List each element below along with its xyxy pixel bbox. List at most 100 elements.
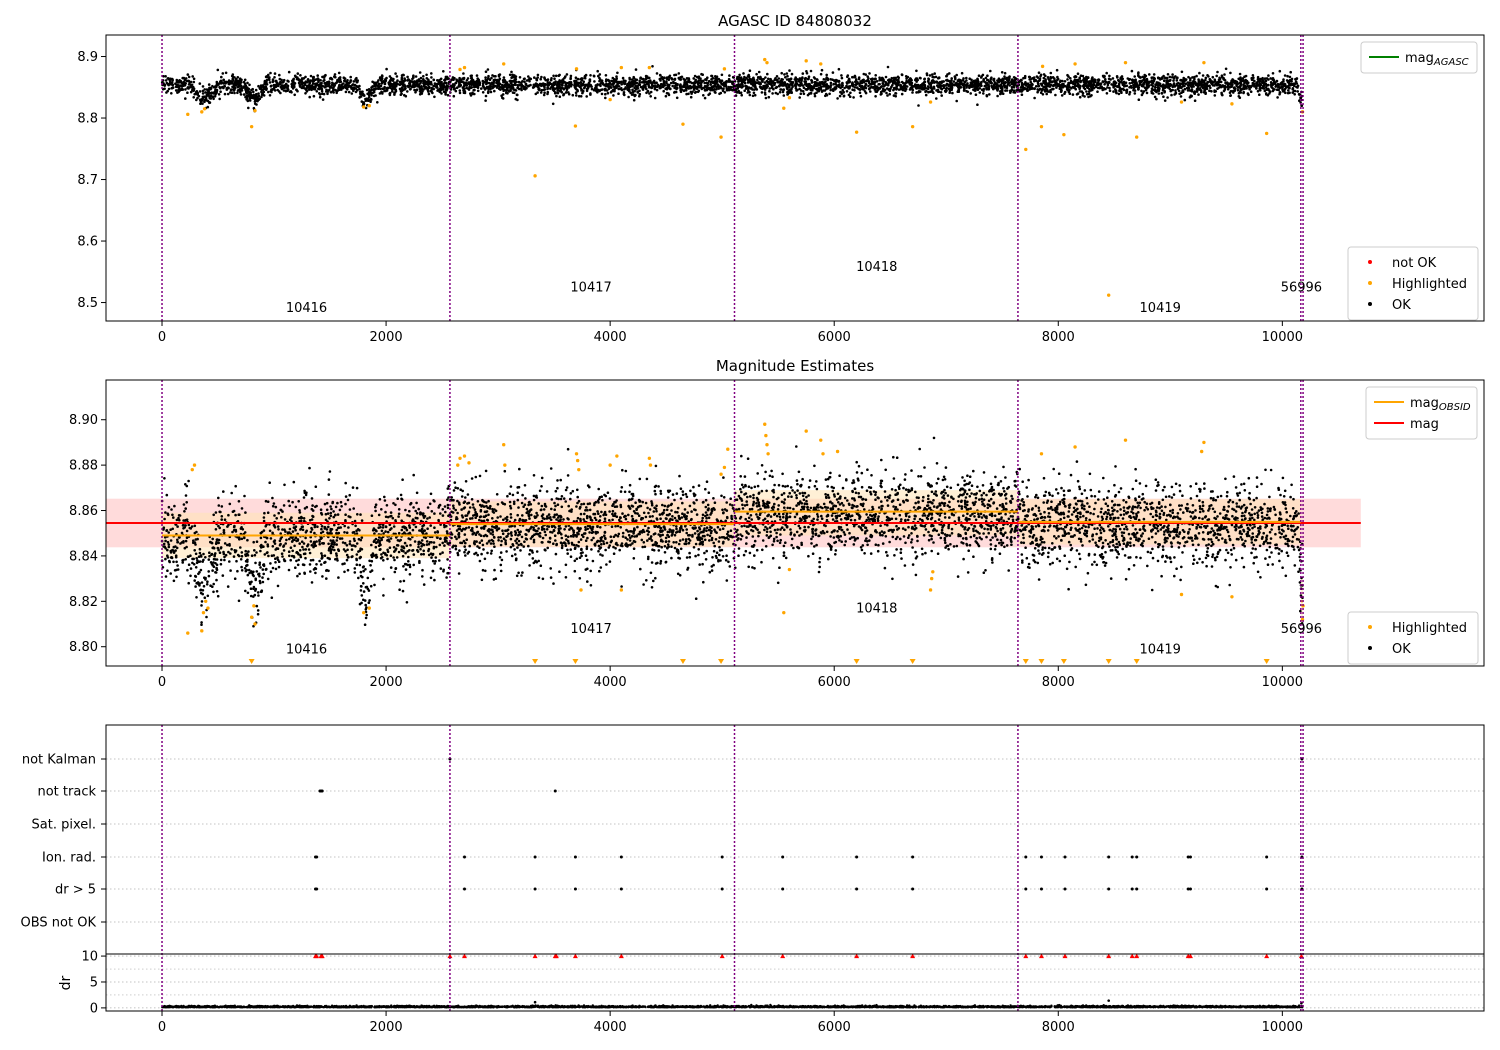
- agasc-ok-point: [319, 79, 322, 82]
- agasc-ok-point: [394, 89, 398, 93]
- agasc-ok-point: [1051, 80, 1055, 83]
- agasc-ok-point: [577, 81, 580, 85]
- agasc-ok-point: [361, 90, 364, 93]
- agasc-ok-point: [1052, 87, 1055, 91]
- estimates-ok-point: [844, 540, 847, 543]
- agasc-ok-point: [604, 92, 607, 96]
- estimates-ok-point: [496, 503, 500, 506]
- agasc-ok-point: [573, 84, 576, 87]
- agasc-ok-point: [915, 69, 918, 73]
- agasc-ok-point: [841, 84, 844, 87]
- agasc-ok-point: [1029, 80, 1032, 84]
- agasc-ok-point: [362, 101, 366, 104]
- agasc-ok-point: [492, 75, 496, 78]
- agasc-ok-point: [247, 106, 250, 110]
- agasc-ok-point: [1058, 83, 1062, 87]
- agasc-ok-point: [658, 73, 662, 77]
- agasc-highlighted-point: [1024, 147, 1028, 152]
- agasc-ok-point: [1001, 77, 1005, 81]
- agasc-ok-point: [1005, 85, 1009, 88]
- agasc-ok-point: [874, 95, 877, 98]
- agasc-ok-point: [795, 77, 799, 81]
- agasc-ok-point: [509, 82, 513, 85]
- agasc-ok-point: [739, 83, 743, 86]
- agasc-ok-point: [513, 91, 516, 95]
- agasc-ok-point: [1047, 84, 1050, 88]
- agasc-obsid-label: 10417: [570, 280, 611, 295]
- agasc-ok-point: [621, 76, 625, 80]
- agasc-ok-point: [652, 79, 656, 83]
- agasc-highlighted-point: [1062, 132, 1066, 137]
- agasc-ok-point: [571, 93, 575, 97]
- agasc-ok-point: [219, 80, 222, 83]
- agasc-ok-point: [705, 88, 709, 92]
- agasc-ok-point: [1256, 75, 1260, 79]
- agasc-ok-point: [1150, 90, 1153, 93]
- agasc-ok-point: [444, 91, 447, 94]
- agasc-ok-point: [356, 80, 359, 84]
- agasc-ok-point: [805, 88, 809, 91]
- agasc-ok-point: [869, 90, 872, 93]
- agasc-ok-point: [553, 91, 557, 95]
- agasc-ok-point: [683, 89, 686, 92]
- agasc-ok-point: [927, 77, 930, 80]
- agasc-ok-point: [1081, 94, 1085, 97]
- agasc-ok-point: [599, 84, 602, 88]
- agasc-ok-point: [782, 88, 785, 91]
- agasc-ok-point: [473, 88, 476, 92]
- agasc-ok-point: [306, 78, 310, 81]
- agasc-ok-point: [1130, 81, 1134, 85]
- agasc-ok-point: [617, 92, 620, 95]
- agasc-ok-point: [1232, 86, 1236, 90]
- agasc-ok-point: [554, 80, 557, 84]
- agasc-ok-point: [418, 90, 422, 93]
- agasc-ok-point: [1288, 86, 1291, 90]
- agasc-ok-point: [513, 83, 517, 86]
- agasc-ok-point: [1117, 92, 1121, 96]
- agasc-ok-point: [259, 86, 263, 89]
- agasc-ok-point: [1074, 84, 1077, 88]
- agasc-ok-point: [1055, 68, 1059, 72]
- estimates-y-tick-label: 8.84: [69, 549, 98, 564]
- agasc-ok-point: [670, 77, 673, 80]
- agasc-ok-point: [752, 91, 756, 95]
- agasc-ok-point: [895, 85, 898, 89]
- agasc-ok-point: [401, 73, 405, 77]
- agasc-ok-point: [195, 90, 199, 93]
- agasc-ok-point: [1184, 82, 1188, 85]
- agasc-ok-point: [484, 99, 487, 102]
- agasc-ok-point: [344, 85, 347, 89]
- agasc-ok-point: [786, 74, 789, 78]
- agasc-ok-point: [645, 87, 648, 91]
- agasc-ok-point: [857, 87, 860, 91]
- agasc-ok-point: [761, 80, 764, 83]
- agasc-ok-point: [609, 91, 613, 94]
- agasc-ok-point: [672, 80, 675, 84]
- agasc-ok-point: [458, 89, 462, 92]
- agasc-highlighted-point: [1230, 102, 1234, 106]
- agasc-ok-point: [709, 86, 713, 90]
- agasc-ok-point: [932, 86, 935, 90]
- agasc-ok-point: [171, 86, 174, 90]
- agasc-ok-point: [551, 102, 555, 106]
- agasc-ok-point: [430, 72, 433, 75]
- agasc-ok-point: [978, 91, 982, 94]
- agasc-ok-point: [1168, 87, 1171, 91]
- agasc-ok-point: [220, 75, 223, 79]
- agasc-ok-point: [751, 88, 754, 91]
- agasc-ok-point: [593, 87, 597, 90]
- agasc-ok-point: [755, 72, 758, 76]
- agasc-ok-point: [809, 87, 812, 91]
- agasc-ok-point: [1223, 73, 1226, 76]
- agasc-ok-point: [649, 90, 653, 94]
- agasc-ok-point: [836, 97, 839, 100]
- agasc-ok-point: [700, 87, 704, 91]
- agasc-ok-point: [757, 70, 761, 74]
- agasc-highlighted-point: [458, 67, 462, 72]
- agasc-ok-point: [1256, 89, 1260, 93]
- agasc-ok-point: [650, 86, 653, 90]
- agasc-ok-point: [1112, 90, 1115, 93]
- agasc-ok-point: [250, 96, 254, 99]
- agasc-ok-point: [470, 74, 474, 77]
- agasc-ok-point: [674, 90, 678, 94]
